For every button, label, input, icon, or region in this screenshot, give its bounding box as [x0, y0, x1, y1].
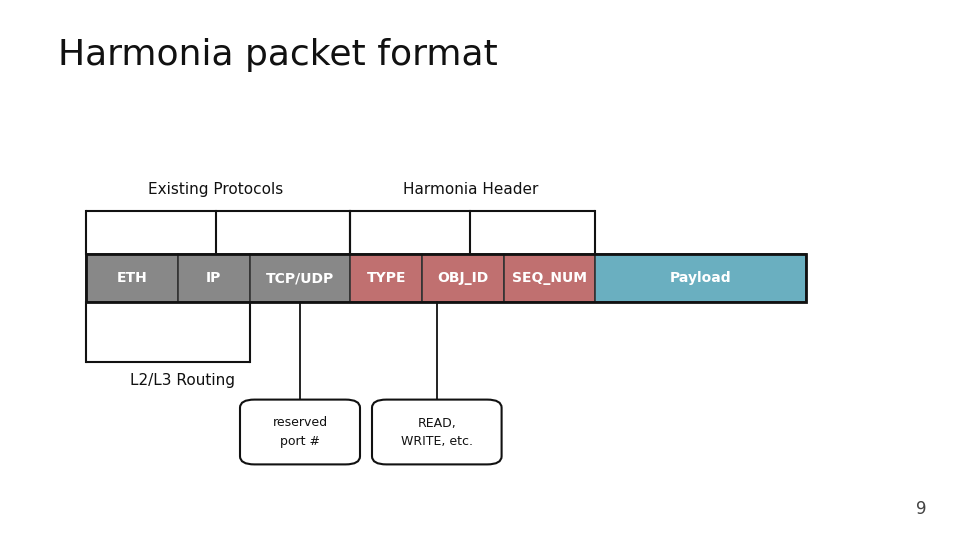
- Bar: [86, 254, 806, 302]
- Text: TYPE: TYPE: [367, 271, 406, 285]
- Text: Payload: Payload: [670, 271, 732, 285]
- FancyBboxPatch shape: [240, 400, 360, 464]
- Text: Existing Protocols: Existing Protocols: [149, 182, 283, 197]
- Text: SEQ_NUM: SEQ_NUM: [512, 271, 588, 285]
- Bar: [86, 254, 178, 302]
- Bar: [595, 254, 806, 302]
- Text: TCP/UDP: TCP/UDP: [266, 271, 334, 285]
- Text: READ,
WRITE, etc.: READ, WRITE, etc.: [401, 416, 472, 448]
- Bar: [422, 254, 504, 302]
- Bar: [250, 254, 350, 302]
- Text: L2/L3 Routing: L2/L3 Routing: [130, 373, 234, 388]
- Text: 9: 9: [916, 501, 926, 518]
- Bar: [350, 254, 422, 302]
- Text: reserved
port #: reserved port #: [273, 416, 327, 448]
- Bar: [178, 254, 250, 302]
- Text: Harmonia Header: Harmonia Header: [402, 182, 539, 197]
- FancyBboxPatch shape: [372, 400, 501, 464]
- Bar: [504, 254, 595, 302]
- Text: OBJ_ID: OBJ_ID: [438, 271, 489, 285]
- Text: ETH: ETH: [116, 271, 148, 285]
- Text: Harmonia packet format: Harmonia packet format: [58, 38, 497, 72]
- Text: IP: IP: [205, 271, 222, 285]
